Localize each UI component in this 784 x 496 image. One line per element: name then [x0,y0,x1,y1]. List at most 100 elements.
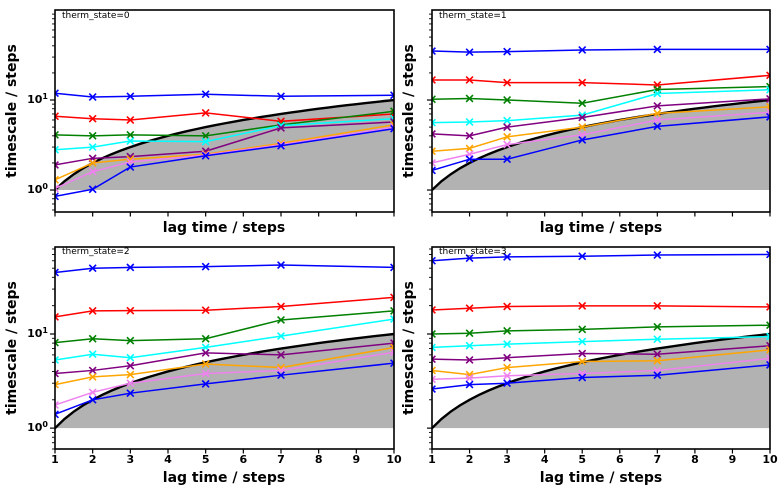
y-tick-label: 101 [16,92,48,106]
x-marker [126,116,135,124]
x-marker [766,360,770,369]
y-axis-label-bottom-left: timescale / steps [4,281,20,415]
x-marker [432,343,436,352]
x-tick-label: 3 [503,453,511,466]
axes-spines [431,246,771,450]
y-axis-label-bottom-right: timescale / steps [401,281,417,415]
y-tick-label: 100 [16,420,48,434]
x-marker [766,71,770,80]
x-marker [766,85,770,94]
x-marker [465,118,474,126]
x-marker [201,379,210,388]
series-line-timescale-1 [55,264,394,274]
axis-ticks [50,248,395,454]
x-marker [465,144,474,153]
x-tick-label: 8 [314,453,323,466]
x-marker [88,185,97,194]
x-marker [766,302,770,311]
y-tick-label: 100 [16,182,48,196]
x-marker [653,350,662,359]
series-line-timescale-3 [55,110,394,137]
x-marker [766,94,770,103]
x-tick-label: 10 [386,453,402,466]
series-line-timescale-6 [432,349,770,376]
x-marker [766,354,770,363]
x-marker [390,359,394,368]
x-marker [503,116,512,125]
x-marker [88,167,97,176]
x-tick-label: 6 [239,453,248,466]
x-marker [201,131,210,140]
x-marker [55,112,59,121]
x-marker [503,252,512,261]
series-line-timescale-5 [55,342,394,375]
series-line-timescale-1 [55,92,394,98]
x-marker [390,348,394,357]
x-marker [390,293,394,302]
series-line-timescale-4 [55,318,394,361]
x-marker [766,45,770,54]
x-marker [503,326,512,335]
x-tick-label: 9 [352,453,361,466]
x-marker [277,302,285,311]
x-marker [653,101,662,110]
x-marker [766,321,770,330]
x-marker [766,332,770,341]
x-marker [55,369,59,378]
subplot-therm_state=0 [50,9,395,217]
x-marker [766,112,770,121]
x-marker [465,355,474,364]
x-marker [465,341,474,350]
y-axis-label-top-left: timescale / steps [4,44,20,178]
series-line-timescale-7 [55,126,394,190]
x-marker [578,349,587,358]
x-marker [432,355,436,364]
x-marker [578,337,587,346]
series-line-timescale-7 [432,357,770,381]
x-marker [578,135,587,144]
x-tick-label: 8 [691,453,699,466]
reference-line-y-equals-x [55,332,394,429]
x-marker [653,89,662,98]
x-marker [126,130,135,139]
x-marker [277,261,285,270]
series-line-timescale-8 [55,127,394,198]
x-marker [653,116,662,124]
x-marker [126,163,135,172]
series-line-timescale-6 [55,346,394,386]
x-marker [88,93,97,101]
series-group [55,89,394,201]
series-line-timescale-6 [432,106,770,152]
x-tick-label: 3 [126,453,135,466]
x-marker [55,89,59,98]
x-marker [503,363,512,372]
x-marker [88,143,97,152]
x-marker [578,357,587,366]
x-marker [55,312,59,321]
x-marker [277,141,285,150]
x-marker [432,385,436,394]
subplot-therm_state=2 [50,246,395,454]
x-tick-label: 5 [201,453,210,466]
y-tick-base: 10 [27,327,43,340]
x-marker [55,355,59,364]
x-marker [390,263,394,272]
x-marker [465,329,474,338]
axes-spines [54,9,395,213]
y-tick-exponent: 0 [42,420,48,429]
series-group [432,45,770,175]
series-line-timescale-5 [55,121,394,166]
x-marker [503,78,512,87]
x-marker [126,137,135,146]
x-tick-label: 9 [728,453,737,466]
x-marker [390,91,394,100]
axis-ticks [427,13,771,217]
x-marker [55,410,59,419]
x-marker [201,369,210,378]
x-tick-label: 1 [428,453,436,466]
x-marker [653,122,662,131]
x-marker [126,263,135,272]
x-marker [503,140,512,149]
x-marker [126,92,135,101]
